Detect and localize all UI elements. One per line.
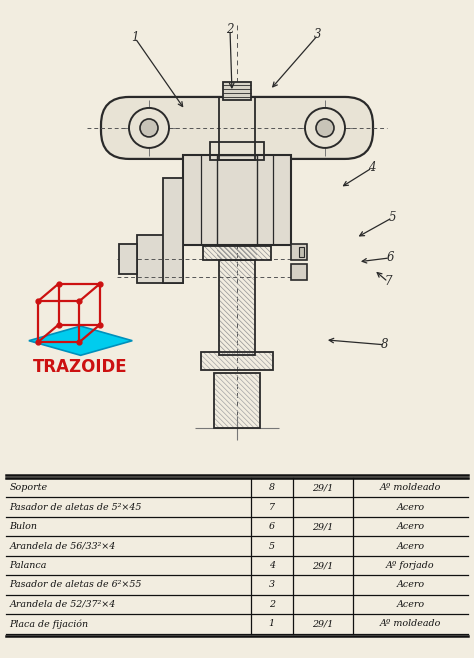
Text: 29/1: 29/1 [312, 483, 333, 492]
Bar [214, 373, 260, 428]
Text: 2: 2 [226, 24, 234, 36]
Bar [137, 235, 183, 283]
Text: 8: 8 [381, 338, 389, 351]
FancyBboxPatch shape [101, 97, 373, 159]
Bar [219, 97, 255, 160]
Bar [119, 244, 137, 274]
Text: 8: 8 [269, 483, 275, 492]
Text: 3: 3 [269, 580, 275, 590]
Text: 5: 5 [269, 542, 275, 551]
Text: Aº moldeado: Aº moldeado [380, 483, 441, 492]
Text: 1: 1 [131, 32, 139, 45]
Text: 2: 2 [269, 600, 275, 609]
Bar [201, 352, 273, 370]
Bar [163, 178, 183, 283]
Text: 1: 1 [269, 619, 275, 628]
Bar [223, 82, 251, 100]
Text: Arandela de 56/33²×4: Arandela de 56/33²×4 [9, 542, 116, 551]
Bar [219, 260, 255, 355]
Bar [299, 247, 304, 257]
Text: Acero: Acero [396, 600, 425, 609]
Bar [291, 264, 307, 280]
Bar [183, 155, 291, 245]
Text: Pasador de aletas de 5²×45: Pasador de aletas de 5²×45 [9, 503, 142, 512]
Circle shape [316, 119, 334, 137]
Text: Placa de fijación: Placa de fijación [9, 619, 89, 628]
Text: Acero: Acero [396, 503, 425, 512]
Text: TRAZOIDE: TRAZOIDE [33, 358, 128, 376]
Bar [210, 142, 264, 160]
Text: 29/1: 29/1 [312, 619, 333, 628]
Text: 29/1: 29/1 [312, 522, 333, 531]
Text: Arandela de 52/37²×4: Arandela de 52/37²×4 [9, 600, 116, 609]
Text: 7: 7 [384, 275, 392, 288]
Bar [217, 155, 257, 245]
Polygon shape [29, 326, 132, 355]
Text: 6: 6 [386, 251, 394, 265]
Text: Acero: Acero [396, 522, 425, 531]
Circle shape [140, 119, 158, 137]
Text: Pasador de aletas de 6²×55: Pasador de aletas de 6²×55 [9, 580, 142, 590]
Text: Aº forjado: Aº forjado [386, 561, 435, 570]
Text: Acero: Acero [396, 580, 425, 590]
Bar [291, 244, 307, 260]
Text: Palanca: Palanca [9, 561, 47, 570]
Bar [203, 246, 271, 260]
Text: 29/1: 29/1 [312, 561, 333, 570]
Circle shape [129, 108, 169, 148]
Text: Soporte: Soporte [9, 483, 47, 492]
Text: 7: 7 [269, 503, 275, 512]
Circle shape [305, 108, 345, 148]
Text: 6: 6 [269, 522, 275, 531]
Text: Aº moldeado: Aº moldeado [380, 619, 441, 628]
Text: Acero: Acero [396, 542, 425, 551]
Text: 4: 4 [269, 561, 275, 570]
Text: 3: 3 [314, 28, 322, 41]
Text: 5: 5 [388, 211, 396, 224]
Text: 4: 4 [368, 161, 376, 174]
Text: Bulon: Bulon [9, 522, 37, 531]
